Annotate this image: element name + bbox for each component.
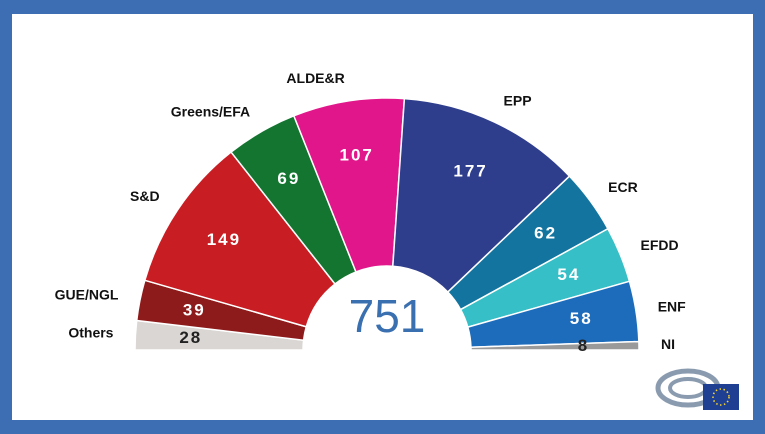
party-label: EPP <box>504 93 532 109</box>
value-label: 107 <box>340 145 374 164</box>
parliament-logo <box>655 368 739 410</box>
value-label: 8 <box>578 336 589 355</box>
total-label: 751 <box>349 290 426 342</box>
party-label: ENF <box>658 298 686 314</box>
value-label: 62 <box>534 223 557 242</box>
party-label: Greens/EFA <box>171 103 250 119</box>
value-label: 54 <box>557 265 580 284</box>
eu-stars <box>712 388 730 406</box>
party-label: EFDD <box>641 237 679 253</box>
party-label: Others <box>68 325 113 341</box>
value-label: 177 <box>453 162 487 181</box>
party-label: S&D <box>130 188 160 204</box>
seat-segment <box>391 97 571 294</box>
party-label: ECR <box>608 179 638 195</box>
value-label: 28 <box>179 328 202 347</box>
eu-flag <box>703 384 739 410</box>
party-label: NI <box>661 336 675 352</box>
seat-segment <box>470 340 640 351</box>
value-label: 69 <box>277 169 300 188</box>
seat-segment <box>143 150 337 328</box>
party-label: GUE/NGL <box>55 287 119 303</box>
value-label: 39 <box>183 301 206 320</box>
value-label: 58 <box>570 309 593 328</box>
party-label: ALDE&R <box>286 70 344 86</box>
value-label: 149 <box>207 230 241 249</box>
